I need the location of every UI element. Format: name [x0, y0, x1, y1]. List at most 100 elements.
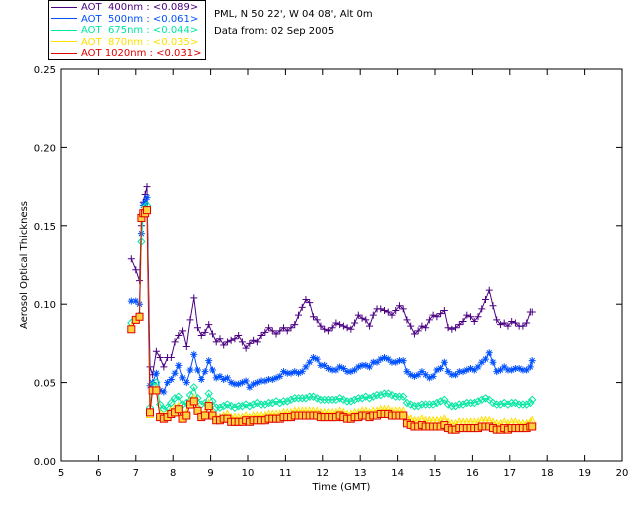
data-point: [223, 338, 231, 346]
data-point: [294, 369, 302, 377]
data-point: [132, 297, 140, 305]
data-point: [309, 313, 317, 321]
data-point: [343, 324, 351, 332]
data-point: [331, 395, 341, 405]
series-2: [127, 201, 537, 414]
data-point: [467, 313, 475, 321]
data-point: [182, 379, 190, 387]
legend: AOT 400nm : <0.089> AOT 500nm : <0.061> AO…: [48, 0, 206, 60]
legend-label: AOT 870nm : <0.035>: [81, 36, 199, 48]
data-point: [306, 299, 314, 307]
data-point: [504, 366, 512, 374]
data-point: [372, 390, 382, 400]
legend-entry: AOT 1020nm : <0.031>: [51, 48, 201, 59]
data-point: [215, 403, 225, 412]
data-point: [327, 395, 337, 405]
data-point: [283, 397, 292, 406]
data-point: [238, 379, 246, 387]
data-point: [219, 401, 228, 411]
data-point: [339, 322, 347, 330]
legend-label: AOT 675nm : <0.044>: [81, 25, 199, 36]
data-point: [459, 368, 467, 376]
data-point: [399, 305, 407, 313]
data-point: [253, 379, 261, 387]
data-point: [470, 398, 479, 408]
data-point: [474, 363, 482, 371]
data-point: [478, 305, 486, 313]
data-point: [455, 368, 463, 376]
data-point: [227, 336, 235, 344]
data-point: [171, 369, 179, 377]
legend-swatch: [51, 52, 77, 54]
data-point: [347, 368, 355, 376]
data-point: [268, 398, 277, 408]
data-point: [242, 377, 250, 385]
data-point: [365, 394, 374, 403]
y-tick-label: 0.10: [34, 300, 56, 311]
x-tick-label: 16: [466, 468, 479, 479]
data-point: [354, 363, 362, 371]
data-point: [212, 338, 220, 346]
data-point: [298, 394, 307, 403]
data-point: [298, 368, 306, 376]
data-point: [452, 371, 460, 379]
data-point: [485, 286, 493, 294]
data-point: [418, 322, 426, 330]
data-point: [503, 400, 513, 409]
data-point: [208, 366, 216, 374]
data-point: [156, 354, 164, 362]
y-axis-label: Aerosol Optical Thickness: [19, 201, 30, 329]
data-point: [290, 394, 299, 403]
data-point: [350, 395, 359, 405]
data-point: [451, 401, 460, 411]
data-point: [127, 325, 136, 334]
data-point: [294, 394, 303, 403]
data-point: [276, 327, 284, 335]
data-point: [489, 302, 497, 310]
data-point: [528, 395, 537, 405]
data-point: [528, 422, 537, 431]
y-tick-label: 0.05: [34, 379, 56, 390]
legend-entry: AOT 400nm : <0.089>: [51, 2, 198, 13]
data-point: [174, 392, 184, 401]
data-point: [448, 371, 456, 379]
data-point: [268, 375, 276, 383]
data-point: [528, 308, 536, 316]
data-point: [508, 317, 516, 325]
data-point: [336, 321, 344, 329]
data-point: [256, 400, 266, 409]
data-point: [399, 411, 408, 420]
data-point: [332, 366, 340, 374]
data-point: [526, 363, 534, 371]
data-point: [137, 237, 146, 246]
data-point: [444, 324, 452, 332]
data-point: [179, 374, 187, 382]
data-point: [481, 355, 489, 363]
data-point: [369, 311, 377, 319]
data-point: [287, 369, 295, 377]
data-point: [280, 368, 288, 376]
data-point: [238, 401, 247, 411]
x-axis-label: Time (GMT): [312, 482, 371, 493]
y-tick-label: 0.25: [34, 65, 56, 76]
data-point: [478, 358, 486, 366]
data-point: [422, 371, 430, 379]
data-point: [332, 319, 340, 327]
data-point: [414, 327, 422, 335]
data-point: [302, 295, 310, 303]
data-point: [253, 338, 261, 346]
data-point: [167, 354, 175, 362]
data-point: [511, 319, 519, 327]
data-point: [507, 398, 516, 408]
data-point: [500, 363, 508, 371]
data-point: [272, 374, 280, 382]
data-point: [357, 394, 367, 403]
data-point: [227, 379, 235, 387]
data-point: [212, 403, 221, 412]
data-point: [493, 316, 501, 324]
data-point: [429, 311, 437, 319]
data-point: [280, 324, 288, 332]
data-point: [306, 358, 314, 366]
data-point: [197, 332, 205, 340]
x-tick-label: 6: [95, 468, 101, 479]
